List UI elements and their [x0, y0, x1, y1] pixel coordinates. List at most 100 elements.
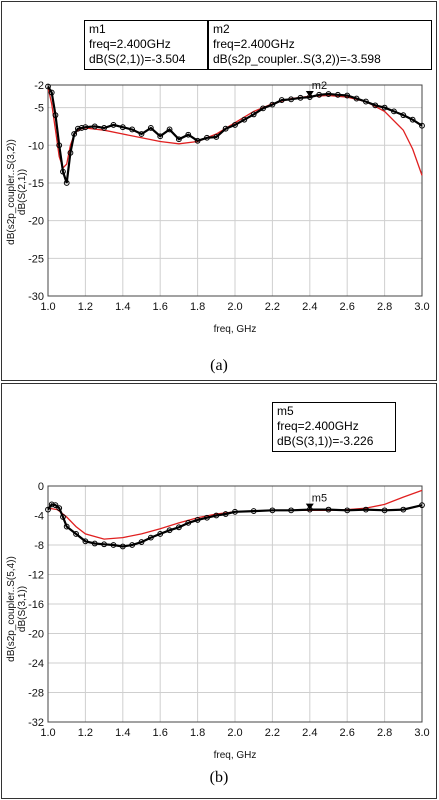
x-tick-label: 1.8 [190, 301, 205, 313]
y-axis-label: dB(S(2,1)) [17, 169, 28, 215]
x-tick-label: 2.2 [265, 301, 280, 313]
data-point [166, 527, 173, 534]
data-point [250, 111, 257, 118]
y-tick-label: -32 [28, 717, 44, 729]
data-point [157, 531, 164, 537]
data-point [213, 134, 220, 140]
data-point [204, 514, 210, 521]
data-point [260, 105, 266, 112]
data-point [400, 506, 407, 513]
y-tick-label: -25 [28, 253, 44, 265]
x-tick-label: 3.0 [414, 301, 429, 313]
data-point [391, 108, 397, 115]
series-line-path [47, 87, 423, 176]
data-point [269, 507, 276, 514]
y-tick-label: -5 [34, 103, 44, 115]
y-tick-label: 0 [38, 481, 44, 493]
data-point [222, 511, 229, 517]
data-point [48, 501, 55, 508]
data-point [56, 142, 63, 149]
x-tick-label: 1.8 [190, 727, 205, 739]
x-tick-label: 2.4 [302, 301, 317, 313]
marker-m1-freq: freq=2.400GHz [89, 37, 171, 51]
x-tick-label: 1.4 [115, 727, 130, 739]
y-axis-label: dB(s2p_coupler..S(3,2)) [6, 139, 17, 245]
x-tick-label: 2.0 [227, 727, 242, 739]
data-point [119, 543, 126, 550]
data-point [297, 94, 304, 101]
data-point [119, 124, 126, 131]
data-point [185, 131, 192, 138]
marker-label-m5: m5 [312, 493, 327, 505]
data-point [400, 112, 407, 119]
data-point [138, 131, 145, 137]
data-point [381, 104, 388, 111]
marker-m5-freq: freq=2.400GHz [277, 419, 359, 433]
data-point [71, 131, 78, 137]
x-axis-label: freq, GHz [214, 324, 257, 335]
data-point [138, 539, 145, 545]
data-point [129, 542, 136, 548]
marker-box-m2: m2 freq=2.400GHz dB(s2p_coupler..S(3,2))… [208, 20, 432, 70]
data-point [56, 505, 63, 512]
data-point [353, 95, 360, 102]
x-tick-label: 1.0 [40, 727, 55, 739]
data-point [344, 507, 351, 514]
data-point [194, 137, 201, 144]
marker-label-m2: m2 [312, 80, 327, 92]
data-point [325, 506, 332, 513]
data-point [129, 126, 136, 133]
y-tick-label: -12 [28, 570, 44, 582]
x-tick-label: 2.0 [227, 301, 242, 313]
data-point [82, 538, 89, 545]
data-point [157, 133, 164, 140]
data-point [60, 514, 66, 520]
x-tick-label: 2.2 [265, 727, 280, 739]
x-tick-label: 2.8 [377, 301, 392, 313]
data-point [110, 122, 117, 128]
chart-panel-a: 1.0 1.2 1.4 1.6 1.8 2.0 2.2 2.4 2.6 2.8 3.0 -2 -5 -10… [1, 1, 437, 381]
x-axis-label: freq, GHz [214, 750, 257, 761]
data-point [45, 506, 51, 513]
data-point [381, 507, 388, 514]
data-point [250, 508, 257, 514]
y-axis-label: dB(s2p_coupler..S(5,4)) [6, 556, 17, 662]
data-point [363, 506, 369, 513]
y-tick-label: -4 [34, 511, 44, 523]
series-trace-path [47, 503, 423, 548]
data-point [82, 124, 89, 131]
data-point [91, 123, 98, 130]
plot-frame [47, 485, 423, 723]
data-point [325, 91, 332, 97]
panel-b-caption: (b) [209, 769, 229, 786]
x-tick-label: 1.2 [78, 301, 93, 313]
data-point [63, 180, 70, 186]
chart-b-svg: 1.0 1.2 1.4 1.6 1.8 2.0 2.2 2.4 2.6 2.8 3.0 0 -4 -8 -1… [6, 481, 430, 761]
y-tick-label: -24 [28, 658, 44, 670]
panel-a-caption: (a) [210, 357, 228, 374]
data-point [52, 112, 59, 119]
data-point [73, 531, 79, 537]
data-point [101, 541, 107, 548]
data-point [194, 517, 201, 523]
y-tick-label: -2 [34, 80, 44, 92]
y-tick-label: -20 [28, 629, 44, 641]
x-tick-label: 1.6 [153, 301, 168, 313]
data-point [52, 502, 59, 509]
marker-m2-freq: freq=2.400GHz [213, 37, 295, 51]
y-tick-label: -8 [34, 540, 44, 552]
data-point [60, 168, 66, 175]
data-point [63, 523, 70, 530]
data-point [48, 89, 55, 96]
data-point [222, 125, 229, 132]
y-tick-label: -20 [28, 216, 44, 228]
data-point [185, 519, 192, 526]
data-point [213, 512, 220, 519]
x-tick-label: 1.2 [78, 727, 93, 739]
data-point [204, 134, 210, 141]
grid-group [47, 485, 423, 723]
data-point [288, 507, 295, 514]
x-tick-label: 2.8 [377, 727, 392, 739]
data-point [288, 96, 295, 103]
chart-panel-b: 1.0 1.2 1.4 1.6 1.8 2.0 2.2 2.4 2.6 2.8 3.0 0 -4 -8 -1… [1, 383, 437, 799]
